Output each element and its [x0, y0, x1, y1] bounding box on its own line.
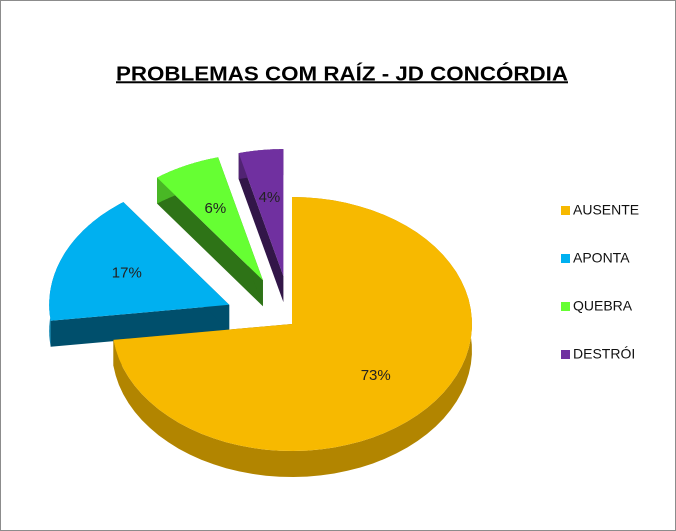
legend-label: QUEBRA — [573, 298, 633, 314]
slice — [49, 202, 230, 321]
legend-label: APONTA — [573, 250, 630, 266]
data-label: 4% — [259, 189, 281, 206]
legend-swatch — [561, 302, 570, 311]
slice-side — [238, 153, 284, 303]
slice — [157, 157, 263, 281]
legend-swatch — [561, 254, 570, 263]
legend-swatch — [561, 206, 570, 215]
slice — [113, 197, 472, 451]
legend-swatch — [561, 350, 570, 359]
data-label: 17% — [112, 265, 142, 282]
data-label: 73% — [361, 367, 391, 384]
slice-side — [157, 177, 263, 307]
data-label: 6% — [205, 200, 227, 217]
slice-side — [50, 304, 230, 347]
legend-label: DESTRÓI — [573, 346, 635, 362]
slice — [238, 149, 284, 277]
legend-label: AUSENTE — [573, 202, 639, 218]
chart-title: PROBLEMAS COM RAÍZ - JD CONCÓRDIA — [116, 61, 568, 85]
